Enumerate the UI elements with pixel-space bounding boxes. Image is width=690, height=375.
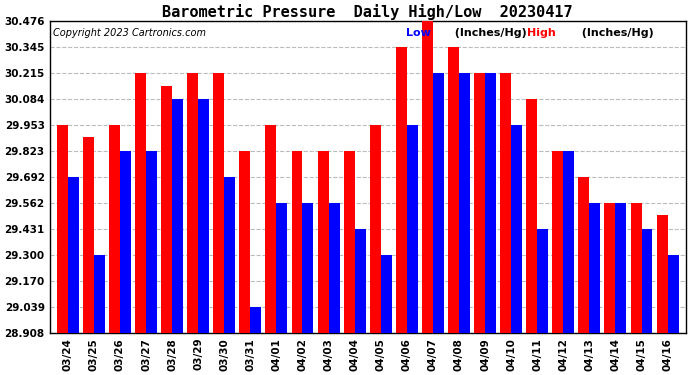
Bar	[563, 151, 574, 333]
Bar	[302, 203, 313, 333]
Bar	[198, 99, 209, 333]
Bar	[266, 125, 277, 333]
Bar	[57, 125, 68, 333]
Bar	[135, 73, 146, 333]
Text: High: High	[526, 28, 555, 38]
Bar	[657, 215, 668, 333]
Bar	[187, 73, 198, 333]
Bar	[396, 47, 407, 333]
Bar	[172, 99, 183, 333]
Text: (Inches/Hg): (Inches/Hg)	[575, 28, 654, 38]
Text: (Inches/Hg): (Inches/Hg)	[447, 28, 527, 38]
Text: Copyright 2023 Cartronics.com: Copyright 2023 Cartronics.com	[52, 28, 206, 38]
Bar	[381, 255, 392, 333]
Bar	[642, 229, 653, 333]
Bar	[433, 73, 444, 333]
Bar	[120, 151, 131, 333]
Text: Low: Low	[406, 28, 431, 38]
Bar	[474, 73, 485, 333]
Bar	[146, 151, 157, 333]
Bar	[407, 125, 417, 333]
Bar	[328, 203, 339, 333]
Bar	[511, 125, 522, 333]
Title: Barometric Pressure  Daily High/Low  20230417: Barometric Pressure Daily High/Low 20230…	[162, 4, 573, 20]
Bar	[485, 73, 496, 333]
Bar	[344, 151, 355, 333]
Bar	[250, 307, 262, 333]
Bar	[552, 151, 563, 333]
Bar	[500, 73, 511, 333]
Bar	[448, 47, 459, 333]
Bar	[526, 99, 538, 333]
Bar	[355, 229, 366, 333]
Bar	[615, 203, 627, 333]
Bar	[94, 255, 105, 333]
Bar	[459, 73, 470, 333]
Bar	[83, 137, 94, 333]
Bar	[668, 255, 678, 333]
Bar	[317, 151, 328, 333]
Bar	[277, 203, 287, 333]
Bar	[422, 21, 433, 333]
Bar	[213, 73, 224, 333]
Bar	[538, 229, 548, 333]
Bar	[109, 125, 120, 333]
Bar	[224, 177, 235, 333]
Bar	[161, 86, 172, 333]
Bar	[604, 203, 615, 333]
Bar	[578, 177, 589, 333]
Bar	[589, 203, 600, 333]
Bar	[631, 203, 642, 333]
Bar	[68, 177, 79, 333]
Bar	[370, 125, 381, 333]
Bar	[292, 151, 302, 333]
Bar	[239, 151, 250, 333]
